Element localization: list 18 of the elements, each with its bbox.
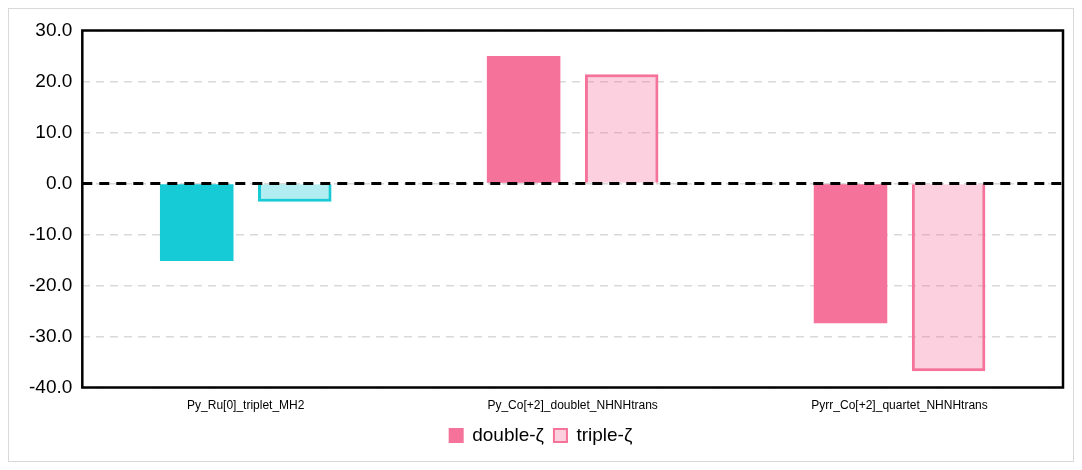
x-tick-label: Py_Ru[0]_triplet_MH2 [187,398,305,413]
y-tick-label: 20.0 [35,69,73,91]
bar [159,184,234,262]
bar [911,184,986,372]
y-tick-label: 10.0 [35,120,73,142]
bar [486,55,561,183]
bar [813,184,888,324]
x-tick-label: Py_Co[+2]_doublet_NHNHtrans [487,398,658,413]
legend-label: triple-ζ [576,423,633,445]
y-tick-label: 0.0 [45,171,73,193]
legend-label: double-ζ [472,423,545,445]
y-tick-label: 30.0 [35,18,73,40]
y-tick-label: -30.0 [28,324,73,346]
y-tick-label: -20.0 [28,273,73,295]
y-tick-label: -10.0 [28,222,73,244]
bar [584,74,659,183]
y-tick-label: -40.0 [28,375,73,397]
x-tick-label: Pyrr_Co[+2]_quartet_NHNHtrans [811,398,988,413]
